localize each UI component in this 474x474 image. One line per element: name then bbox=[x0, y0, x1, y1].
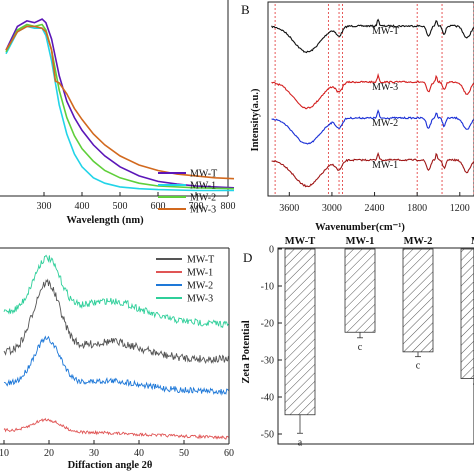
panel-d-bar-group: a c c bbox=[284, 248, 474, 448]
panel-b-x-axis-label: Wavenumber(cm⁻¹) bbox=[315, 222, 405, 233]
panel-a-legend-label: MW-1 bbox=[190, 181, 216, 192]
panel-a-legend: MW-TMW-1MW-2MW-3 bbox=[158, 169, 217, 216]
panel-d-y-tick-group: 0 -10 -20 -30 -40 -50 bbox=[261, 245, 282, 441]
panel-c-legend-label: MW-T bbox=[187, 255, 214, 266]
panel-a-legend-label: MW-2 bbox=[190, 193, 216, 204]
panel-b-series-line-mw-t bbox=[271, 18, 474, 54]
panel-d: D Zeta Potential 0 -10 -20 -30 -40 -50 a c c MW… bbox=[241, 236, 474, 448]
panel-c-x-tick-label: 10 bbox=[0, 448, 9, 459]
panel-a-x-tick-label: 700 bbox=[189, 201, 204, 212]
panel-a-x-tick-label: 300 bbox=[37, 201, 52, 212]
panel-d-category-labels: MW-T MW-1 MW-2 M bbox=[285, 236, 474, 247]
panel-b-series-label: MW-T bbox=[372, 26, 399, 37]
panel-b-series-line-mw-1 bbox=[271, 151, 474, 188]
panel-a-tick-group: 300 400 500 600 700 800 bbox=[37, 192, 236, 212]
panel-a-series-line-mw-2 bbox=[5, 23, 235, 190]
panel-c-legend-background bbox=[150, 252, 226, 312]
panel-d-y-tick-label: -10 bbox=[261, 282, 274, 293]
panel-c-series-line-mw-3 bbox=[3, 254, 229, 329]
panel-c-tick-group: 10 20 30 40 50 60 bbox=[0, 440, 234, 459]
panel-a-legend-label: MW-T bbox=[190, 169, 217, 180]
panel-c-legend-label: MW-1 bbox=[187, 268, 213, 279]
panel-c-legend: MW-T MW-1 MW-2 MW-3 bbox=[150, 252, 226, 312]
panel-c-legend-label: MW-2 bbox=[187, 281, 213, 292]
panel-a-series-line-mw-3 bbox=[5, 25, 235, 180]
panel-d-y-axis-label: Zeta Potential bbox=[241, 320, 252, 383]
panel-b-series-labels: MW-T MW-3 MW-2 MW-1 bbox=[372, 26, 399, 171]
panel-b-tick-group: 3600 3000 2400 1800 1200 bbox=[279, 192, 470, 214]
panel-c-x-tick-label: 60 bbox=[224, 448, 234, 459]
panel-b-frame bbox=[267, 1, 474, 197]
panel-a-series-group bbox=[5, 18, 235, 192]
panel-d-y-tick-label: -20 bbox=[261, 319, 274, 330]
panel-a-x-axis-label: Wavelength (nm) bbox=[66, 215, 144, 226]
panel-c-series-line-mw-2 bbox=[3, 335, 229, 396]
panel-d-significance-letter: a bbox=[298, 437, 303, 448]
panel-d-bar-mw-2 bbox=[402, 248, 434, 353]
panel-c-x-tick-label: 40 bbox=[134, 448, 144, 459]
panel-b-x-tick-label: 3600 bbox=[279, 203, 299, 214]
panel-c-x-tick-label: 30 bbox=[89, 448, 99, 459]
panel-a-x-tick-label: 600 bbox=[151, 201, 166, 212]
panel-b-series-label: MW-3 bbox=[372, 82, 398, 93]
panel-b-x-tick-label: 1200 bbox=[450, 203, 470, 214]
panel-c-x-axis-label: Diffaction angle 2θ bbox=[68, 460, 153, 471]
panel-c-x-tick-label: 50 bbox=[179, 448, 189, 459]
panel-a-x-tick-label: 400 bbox=[75, 201, 90, 212]
panel-a-series-line-mw-t bbox=[5, 18, 235, 189]
panel-d-category-label: MW-1 bbox=[346, 236, 375, 247]
panel-d-bar-mw-t bbox=[284, 248, 316, 416]
panel-b-letter: B bbox=[241, 2, 250, 17]
panel-c-legend-label: MW-3 bbox=[187, 294, 213, 305]
panel-b: B MW-TMW-3MW-2MW-1 3600 3000 2400 1800 1200 … bbox=[241, 1, 474, 233]
panel-b-series-line-mw-3 bbox=[271, 72, 474, 110]
panel-d-letter: D bbox=[243, 250, 252, 265]
panel-d-y-tick-label: 0 bbox=[269, 245, 274, 256]
panel-d-category-label: MW-2 bbox=[404, 236, 433, 247]
panel-d-category-label: M bbox=[471, 236, 474, 247]
panel-b-series-label: MW-1 bbox=[372, 160, 398, 171]
panel-a-x-tick-label: 800 bbox=[221, 201, 236, 212]
panel-d-bar-mw-3 bbox=[460, 248, 474, 379]
panel-a-series-line-mw-1 bbox=[5, 25, 234, 192]
panel-a-legend-label: MW-3 bbox=[190, 205, 216, 216]
panel-d-significance-letter: c bbox=[416, 361, 421, 372]
panel-b-y-axis-label: Intensity(a.u.) bbox=[250, 88, 261, 152]
panel-b-series-label: MW-2 bbox=[372, 118, 398, 129]
panel-d-y-tick-label: -40 bbox=[261, 393, 274, 404]
panel-b-x-tick-label: 2400 bbox=[365, 203, 385, 214]
panel-b-series-group bbox=[271, 18, 474, 188]
panel-d-bar-mw-1 bbox=[344, 248, 376, 333]
panel-a-x-tick-label: 500 bbox=[113, 201, 128, 212]
panel-c-series-line-mw-1 bbox=[3, 417, 229, 440]
panel-d-y-tick-label: -50 bbox=[261, 430, 274, 441]
panel-b-series-line-mw-2 bbox=[271, 109, 474, 145]
panel-b-x-tick-label: 3000 bbox=[322, 203, 342, 214]
panel-d-category-label: MW-T bbox=[285, 236, 316, 247]
panel-c-x-tick-label: 20 bbox=[44, 448, 54, 459]
panel-c-series-line-mw-t bbox=[3, 278, 229, 365]
panel-c-series-group bbox=[3, 254, 229, 440]
panel-d-significance-letter: c bbox=[358, 342, 363, 353]
panel-c: 10 20 30 40 50 60 MW-T MW-1 MW-2 MW-3 Diffaction… bbox=[0, 247, 234, 471]
panel-d-y-tick-label: -30 bbox=[261, 356, 274, 367]
panel-b-x-tick-label: 1800 bbox=[407, 203, 427, 214]
panel-d-frame bbox=[277, 247, 474, 445]
panel-a: 300 400 500 600 700 800 MW-TMW-1MW-2MW-3 Wave… bbox=[0, 0, 236, 226]
